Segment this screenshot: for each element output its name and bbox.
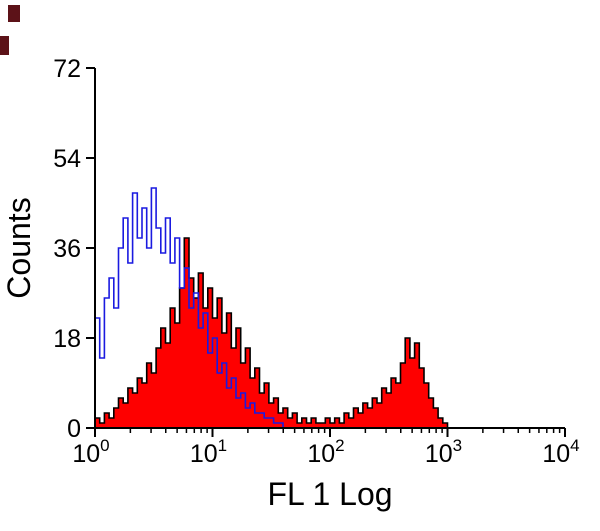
x-axis-title: FL 1 Log: [267, 476, 392, 512]
y-axis-title: Counts: [1, 197, 37, 298]
x-axis-ticks: [94, 428, 566, 437]
open-blue-histogram-series: [94, 187, 288, 429]
filled-red-histogram-series: [94, 237, 453, 429]
scan-artifact-mark-top: [8, 5, 20, 22]
y-axis-ticks: [86, 67, 95, 429]
x-axis-tick-labels: 100 101 102 103 104: [72, 436, 579, 468]
y-tick-label: 54: [53, 145, 81, 173]
y-axis-tick-labels: 0 18 36 54 72: [53, 55, 81, 443]
x-tick-label: 104: [542, 436, 579, 468]
x-tick-label: 102: [307, 436, 344, 468]
y-tick-label: 36: [53, 235, 81, 263]
y-tick-label: 0: [67, 415, 81, 443]
y-tick-label: 72: [53, 55, 81, 83]
y-tick-label: 18: [53, 325, 81, 353]
x-tick-label: 103: [425, 436, 462, 468]
axes: 100 101 102 103 104 0 18 36 54 72: [53, 55, 579, 468]
x-tick-label: 101: [190, 436, 227, 468]
x-tick-label: 100: [72, 436, 109, 468]
scan-artifact-mark-left: [0, 36, 9, 55]
